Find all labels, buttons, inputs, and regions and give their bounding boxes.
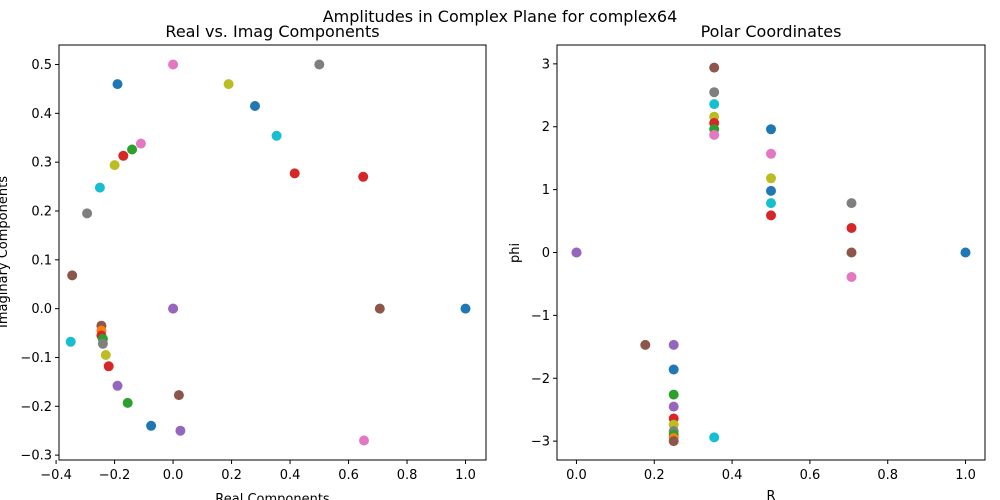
polar-ytick-label-6: 3 <box>542 57 550 72</box>
polar-xtick-label-1: 0.2 <box>644 468 665 483</box>
figure-title: Amplitudes in Complex Plane for complex6… <box>323 7 678 26</box>
polar-ticks: 0.0 0.2 0.4 0.6 0.8 1.0 −3 −2 −1 0 1 2 3 <box>531 57 976 483</box>
polar-ytick-label-4: 1 <box>542 183 550 198</box>
real-vs-imag-ytick-label-0: −0.3 <box>20 449 52 464</box>
polar-ytick-label-2: −1 <box>531 309 550 324</box>
polar-ytick-label-3: 0 <box>542 246 550 261</box>
polar-frame <box>556 44 986 461</box>
real-vs-imag-point-6 <box>250 101 260 111</box>
real-vs-imag-ticks: −0.4 −0.2 0.0 0.2 0.4 0.6 0.8 1.0 −0.3 −0.2 −0.1 0.… <box>20 58 475 483</box>
polar-point-31 <box>960 247 971 258</box>
real-vs-imag-point-9 <box>127 144 138 155</box>
real-vs-imag-xtick-label-7: 1.0 <box>455 468 476 483</box>
polar-point-29 <box>846 247 857 258</box>
real-vs-imag-point-12 <box>289 168 300 179</box>
polar-point-2 <box>640 339 651 350</box>
real-vs-imag-ytick-label-2: −0.1 <box>20 351 52 366</box>
real-vs-imag-point-23 <box>97 338 108 349</box>
polar-point-28 <box>846 223 857 233</box>
real-vs-imag-point-32 <box>359 435 369 446</box>
polar-point-14 <box>709 62 720 73</box>
polar-ytick-label-1: −2 <box>531 372 550 387</box>
real-vs-imag-point-0 <box>460 303 471 314</box>
polar-point-23 <box>766 173 776 184</box>
real-vs-imag-point-31 <box>175 425 186 436</box>
polar-point-30 <box>846 272 857 282</box>
real-vs-imag-ytick-label-6: 0.3 <box>31 156 52 171</box>
polar-xlabel: R <box>766 489 775 500</box>
real-vs-imag-point-3 <box>168 59 179 70</box>
real-vs-imag-ytick-label-3: 0.0 <box>31 302 52 317</box>
polar-point-21 <box>766 124 776 135</box>
polar-point-12 <box>668 436 679 447</box>
real-vs-imag-point-15 <box>82 208 93 219</box>
real-vs-imag-point-10 <box>118 150 129 161</box>
real-vs-imag-point-5 <box>112 79 123 90</box>
real-vs-imag-xtick-label-5: 0.6 <box>338 468 359 483</box>
polar-ytick-label-5: 2 <box>542 120 550 135</box>
real-vs-imag-point-27 <box>112 380 123 391</box>
real-vs-imag-xtick-label-4: 0.4 <box>280 468 301 483</box>
real-vs-imag-point-24 <box>65 336 76 347</box>
real-vs-imag-point-30 <box>146 420 157 431</box>
real-vs-imag-xtick-label-2: 0.0 <box>163 468 184 483</box>
real-vs-imag-point-18 <box>168 303 179 314</box>
real-vs-imag-point-7 <box>271 130 282 141</box>
polar-point-27 <box>846 198 857 209</box>
real-vs-imag-ytick-label-1: −0.2 <box>20 400 52 415</box>
polar-point-5 <box>668 389 679 400</box>
real-vs-imag-ytick-label-5: 0.2 <box>31 205 52 220</box>
polar-xtick-label-5: 1.0 <box>955 468 976 483</box>
real-vs-imag-ylabel: Imaginary Components <box>0 176 11 328</box>
polar-xtick-label-0: 0.0 <box>566 468 587 483</box>
polar-point-25 <box>766 198 776 209</box>
polar-point-16 <box>709 99 720 110</box>
real-vs-imag-ytick-label-4: 0.1 <box>31 253 52 268</box>
polar-point-3 <box>668 339 679 350</box>
polar-ylabel: phi <box>508 243 523 263</box>
real-vs-imag-point-29 <box>122 397 133 408</box>
polar-xtick-label-4: 0.8 <box>877 468 898 483</box>
real-vs-imag-point-11 <box>109 160 120 171</box>
polar-point-22 <box>766 148 776 159</box>
polar-point-6 <box>668 401 679 412</box>
real-vs-imag-point-25 <box>100 350 111 360</box>
real-vs-imag-xtick-label-6: 0.8 <box>397 468 418 483</box>
real-vs-imag-ytick-label-7: 0.4 <box>31 107 52 122</box>
real-vs-imag-ytick-label-8: 0.5 <box>31 58 52 73</box>
real-vs-imag-xlabel: Real Components <box>215 492 330 500</box>
polar-point-24 <box>766 185 776 196</box>
polar-point-26 <box>766 210 776 221</box>
real-vs-imag-point-28 <box>173 390 184 401</box>
real-vs-imag-point-8 <box>135 138 146 149</box>
polar-title: Polar Coordinates <box>701 22 842 41</box>
real-vs-imag-frame <box>58 44 487 461</box>
real-vs-imag-point-4 <box>223 79 234 90</box>
real-vs-imag-point-13 <box>358 171 369 182</box>
real-vs-imag-point-2 <box>314 59 325 70</box>
polar-point-1 <box>571 247 582 258</box>
polar-point-15 <box>709 87 720 98</box>
polar-plot: Polar Coordinates 0.0 0.2 0.4 0.6 0.8 1.0 −3 −2… <box>508 22 986 500</box>
real-vs-imag-xtick-label-3: 0.2 <box>221 468 242 483</box>
real-vs-imag-points <box>65 59 471 446</box>
polar-point-4 <box>668 364 679 375</box>
polar-ytick-label-0: −3 <box>531 435 550 450</box>
polar-xtick-label-3: 0.6 <box>800 468 821 483</box>
polar-xtick-label-2: 0.4 <box>722 468 743 483</box>
real-vs-imag-point-16 <box>67 270 78 281</box>
polar-point-13 <box>709 432 720 443</box>
real-vs-imag-plot: Real vs. Imag Components −0.4 −0.2 0.0 0.2 0… <box>0 22 487 500</box>
real-vs-imag-title: Real vs. Imag Components <box>165 22 379 41</box>
real-vs-imag-xtick-label-1: −0.2 <box>99 468 131 483</box>
real-vs-imag-xtick-label-0: −0.4 <box>40 468 72 483</box>
polar-points <box>571 62 971 447</box>
real-vs-imag-point-1 <box>374 303 385 314</box>
real-vs-imag-point-14 <box>94 182 105 193</box>
polar-point-20 <box>709 129 720 140</box>
real-vs-imag-point-26 <box>103 361 114 372</box>
